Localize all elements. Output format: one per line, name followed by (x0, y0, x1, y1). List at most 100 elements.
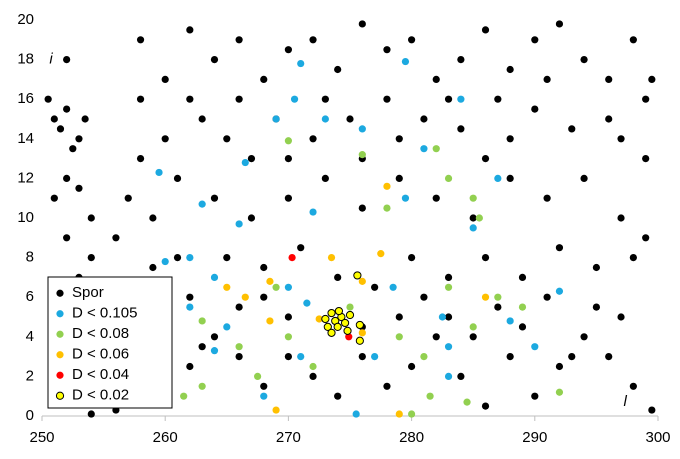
point (444, 313, 453, 321)
point (555, 287, 564, 295)
point (543, 75, 551, 83)
point (210, 273, 219, 281)
point (568, 353, 576, 361)
point (580, 174, 588, 182)
point (210, 56, 219, 64)
point (247, 214, 256, 222)
point (457, 56, 465, 64)
point (334, 65, 342, 74)
legend-marker (56, 330, 64, 338)
legend-marker (55, 391, 65, 400)
point (149, 263, 157, 272)
point (358, 353, 366, 361)
point (408, 362, 416, 371)
point (401, 194, 410, 202)
legend-label: D < 0.105 (72, 305, 137, 322)
point (358, 125, 366, 133)
point (223, 283, 231, 291)
point (186, 293, 194, 301)
point (297, 244, 305, 252)
point (186, 303, 194, 311)
point (340, 318, 350, 328)
point (444, 174, 453, 182)
point (334, 273, 342, 281)
point (383, 382, 391, 390)
point (444, 95, 453, 103)
point (401, 57, 410, 66)
point (444, 343, 453, 351)
point (63, 234, 71, 242)
point (408, 410, 416, 418)
point (506, 317, 514, 325)
point (420, 115, 428, 123)
legend-marker (56, 289, 64, 297)
point (260, 392, 268, 400)
point (408, 254, 416, 262)
annotation: l (624, 393, 628, 410)
point (463, 398, 471, 406)
point (343, 326, 352, 335)
point (555, 388, 564, 396)
point (506, 353, 514, 361)
point (260, 382, 268, 390)
point (186, 362, 194, 371)
point (395, 174, 403, 182)
point (327, 308, 336, 318)
point (323, 322, 332, 331)
point (345, 310, 355, 320)
point (355, 320, 364, 330)
point (346, 115, 354, 123)
point (531, 105, 539, 113)
point (457, 95, 465, 103)
point (506, 65, 514, 74)
point (353, 271, 362, 280)
point (395, 135, 403, 143)
point (309, 208, 317, 216)
point (469, 323, 477, 331)
point (420, 353, 428, 361)
point (321, 115, 329, 123)
point (432, 333, 440, 341)
point (481, 155, 490, 163)
point (63, 174, 71, 182)
point (377, 250, 385, 258)
point (284, 46, 292, 54)
point (469, 333, 477, 341)
point (334, 306, 344, 316)
point (383, 95, 391, 103)
point (457, 372, 465, 380)
point (469, 224, 477, 232)
point (284, 137, 292, 145)
y-tick-label: 0 (26, 407, 34, 424)
point (494, 293, 502, 301)
point (358, 204, 366, 212)
point (87, 254, 95, 262)
point (272, 283, 280, 291)
point (358, 329, 366, 337)
point (223, 323, 231, 331)
point (136, 155, 145, 163)
legend-label: D < 0.02 (72, 387, 129, 404)
point (303, 299, 311, 307)
point (198, 200, 206, 208)
point (186, 26, 194, 34)
point (136, 36, 145, 44)
point (358, 277, 366, 285)
point (69, 145, 77, 153)
annotation: i (49, 51, 53, 68)
point (63, 105, 71, 113)
point (555, 244, 564, 252)
legend-label: D < 0.08 (72, 325, 129, 342)
y-tick-label: 12 (17, 169, 34, 186)
point (198, 115, 206, 123)
point (309, 135, 317, 143)
point (309, 372, 317, 380)
y-tick-label: 10 (17, 209, 34, 226)
y-tick-label: 4 (26, 328, 34, 345)
x-tick-label: 250 (29, 429, 54, 446)
point (161, 75, 169, 83)
point (580, 333, 588, 341)
point (395, 410, 403, 418)
legend-label: D < 0.04 (72, 366, 129, 383)
